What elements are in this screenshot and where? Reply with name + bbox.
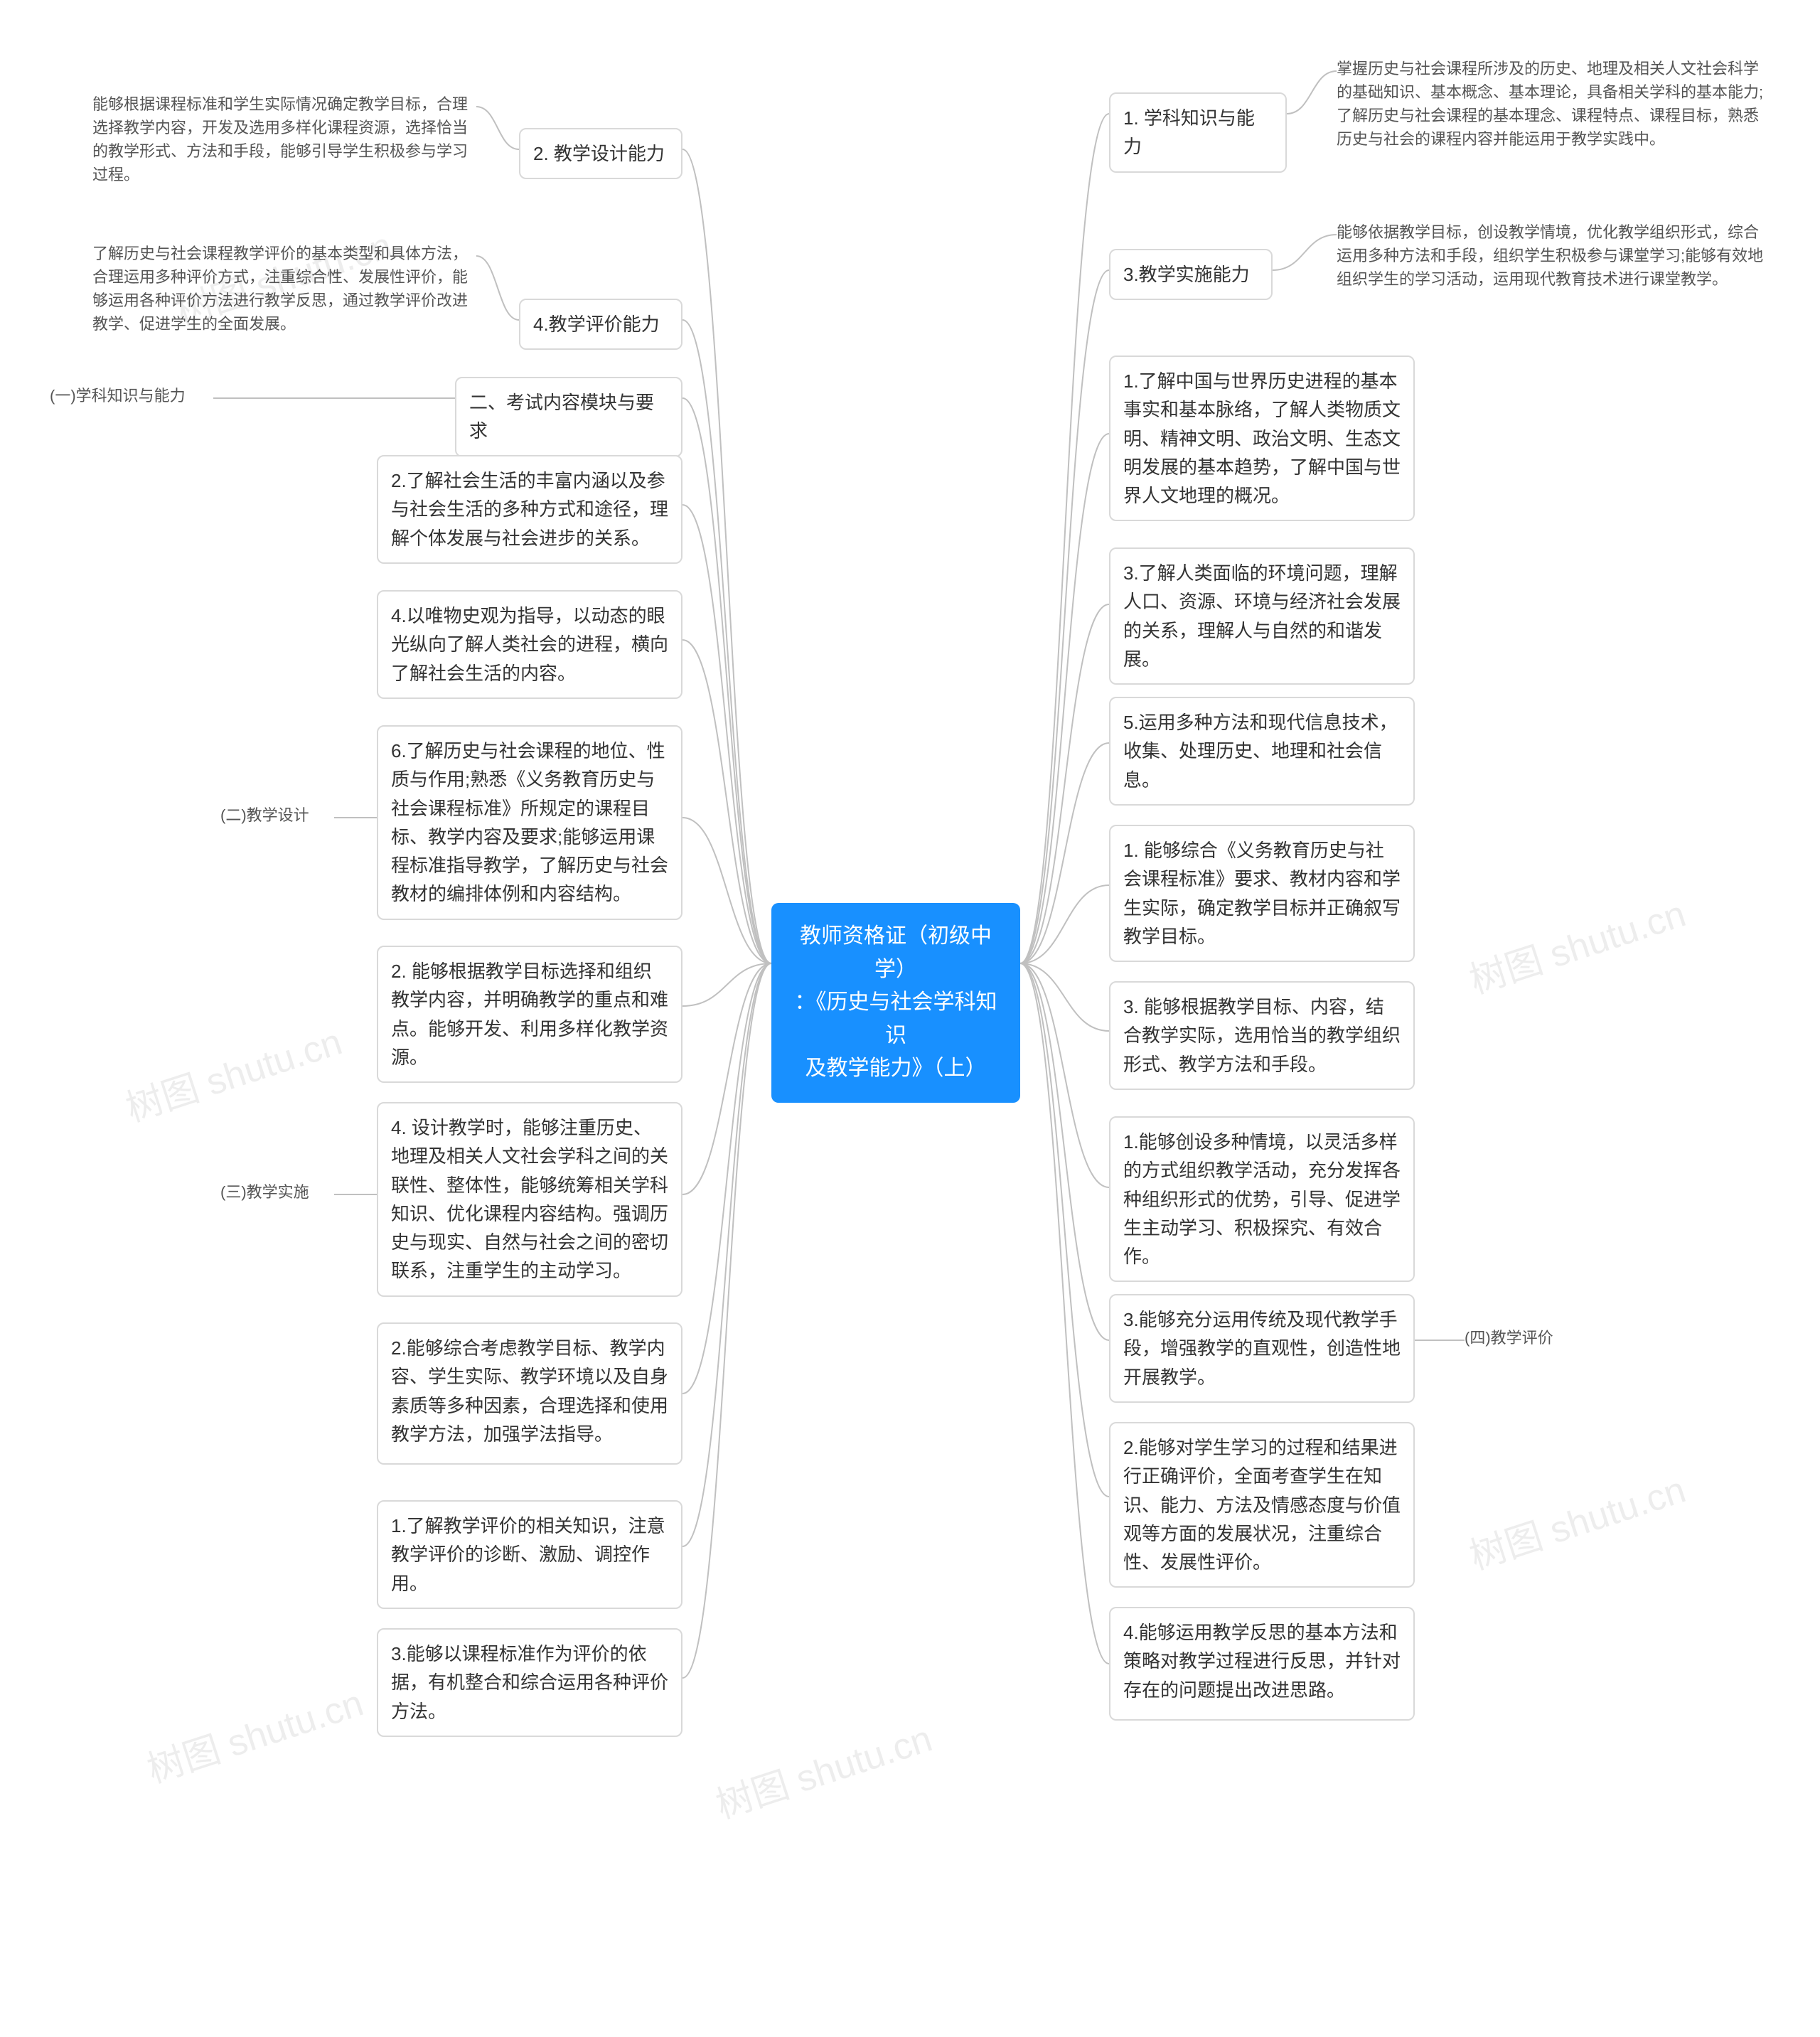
node-text: 二、考试内容模块与要求 xyxy=(469,392,654,442)
node-text: 4.教学评价能力 xyxy=(533,314,660,335)
node-text: 2.能够综合考虑教学目标、教学内容、学生实际、教学环境以及自身素质等多种因素，合… xyxy=(391,1337,668,1445)
watermark: 树图 shutu.cn xyxy=(708,1709,938,1829)
mindmap-node: 1. 学科知识与能力 xyxy=(1109,92,1287,173)
mindmap-node: 6.了解历史与社会课程的地位、性质与作用;熟悉《义务教育历史与社会课程标准》所规… xyxy=(377,725,682,920)
leaf-node: 能够根据课程标准和学生实际情况确定教学目标，合理选择教学内容，开发及选用多样化课… xyxy=(92,92,476,186)
mindmap-node: 5.运用多种方法和现代信息技术，收集、处理历史、地理和社会信息。 xyxy=(1109,697,1415,806)
mindmap-node: 4.以唯物史观为指导，以动态的眼光纵向了解人类社会的进程，横向了解社会生活的内容… xyxy=(377,590,682,699)
node-text: 4.能够运用教学反思的基本方法和策略对教学过程进行反思，并针对存在的问题提出改进… xyxy=(1123,1622,1401,1701)
node-text: 1. 学科知识与能力 xyxy=(1123,107,1255,157)
node-text: 3. 能够根据教学目标、内容，结合教学实际，选用恰当的教学组织形式、教学方法和手… xyxy=(1123,996,1401,1075)
leaf-node: 了解历史与社会课程教学评价的基本类型和具体方法，合理运用多种评价方式，注重综合性… xyxy=(92,242,476,336)
mindmap-node: 3.能够充分运用传统及现代教学手段，增强教学的直观性，创造性地开展教学。 xyxy=(1109,1294,1415,1403)
mindmap-node: 2.能够综合考虑教学目标、教学内容、学生实际、教学环境以及自身素质等多种因素，合… xyxy=(377,1322,682,1465)
mindmap-node: 二、考试内容模块与要求 xyxy=(455,377,682,457)
central-node: 教师资格证（初级中学）：《历史与社会学科知识及教学能力》（上） xyxy=(771,903,1020,1103)
node-text: 5.运用多种方法和现代信息技术，收集、处理历史、地理和社会信息。 xyxy=(1123,712,1398,791)
mindmap-node: 2.了解社会生活的丰富内涵以及参与社会生活的多种方式和途径，理解个体发展与社会进… xyxy=(377,455,682,564)
node-text: 2. 教学设计能力 xyxy=(533,143,665,164)
mindmap-node: 1. 能够综合《义务教育历史与社会课程标准》要求、教材内容和学生实际，确定教学目… xyxy=(1109,825,1415,962)
watermark: 树图 shutu.cn xyxy=(1462,1460,1691,1580)
mindmap-node: 4.能够运用教学反思的基本方法和策略对教学过程进行反思，并针对存在的问题提出改进… xyxy=(1109,1607,1415,1721)
mindmap-node: 1.了解教学评价的相关知识，注意教学评价的诊断、激励、调控作用。 xyxy=(377,1500,682,1609)
leaf-node: 能够依据教学目标，创设教学情境，优化教学组织形式，综合运用多种方法和手段，组织学… xyxy=(1337,220,1770,291)
mindmap-node: 3.了解人类面临的环境问题，理解人口、资源、环境与经济社会发展的关系，理解人与自… xyxy=(1109,547,1415,685)
mindmap-node: 4. 设计教学时，能够注重历史、地理及相关人文社会学科之间的关联性、整体性，能够… xyxy=(377,1102,682,1297)
mindmap-node: 2. 教学设计能力 xyxy=(519,128,682,179)
node-text: 3.了解人类面临的环境问题，理解人口、资源、环境与经济社会发展的关系，理解人与自… xyxy=(1123,562,1401,670)
node-text: 3.教学实施能力 xyxy=(1123,264,1250,285)
watermark: 树图 shutu.cn xyxy=(1462,884,1691,1004)
node-text: 1. 能够综合《义务教育历史与社会课程标准》要求、教材内容和学生实际，确定教学目… xyxy=(1123,840,1401,947)
mindmap-node: 2. 能够根据教学目标选择和组织教学内容，并明确教学的重点和难点。能够开发、利用… xyxy=(377,946,682,1083)
mindmap-node: 1.了解中国与世界历史进程的基本事实和基本脉络，了解人类物质文明、精神文明、政治… xyxy=(1109,355,1415,521)
mindmap-node: 2.能够对学生学习的过程和结果进行正确评价，全面考查学生在知识、能力、方法及情感… xyxy=(1109,1422,1415,1588)
node-text: 1.了解中国与世界历史进程的基本事实和基本脉络，了解人类物质文明、精神文明、政治… xyxy=(1123,370,1401,506)
node-text: 2.能够对学生学习的过程和结果进行正确评价，全面考查学生在知识、能力、方法及情感… xyxy=(1123,1437,1401,1573)
mindmap-node: 4.教学评价能力 xyxy=(519,299,682,350)
mindmap-node: 3.教学实施能力 xyxy=(1109,249,1273,300)
watermark: 树图 shutu.cn xyxy=(118,1012,348,1132)
node-text: 4.以唯物史观为指导，以动态的眼光纵向了解人类社会的进程，横向了解社会生活的内容… xyxy=(391,605,668,684)
node-text: 6.了解历史与社会课程的地位、性质与作用;熟悉《义务教育历史与社会课程标准》所规… xyxy=(391,740,668,904)
node-text: 1.能够创设多种情境，以灵活多样的方式组织教学活动，充分发挥各种组织形式的优势，… xyxy=(1123,1131,1401,1267)
node-text: 2.了解社会生活的丰富内涵以及参与社会生活的多种方式和途径，理解个体发展与社会进… xyxy=(391,470,668,549)
node-text: 3.能够充分运用传统及现代教学手段，增强教学的直观性，创造性地开展教学。 xyxy=(1123,1309,1401,1388)
watermark: 树图 shutu.cn xyxy=(139,1673,369,1793)
node-text: 4. 设计教学时，能够注重历史、地理及相关人文社会学科之间的关联性、整体性，能够… xyxy=(391,1117,668,1281)
leaf-node: (二)教学设计 xyxy=(220,803,334,827)
node-text: 3.能够以课程标准作为评价的依据，有机整合和综合运用各种评价方法。 xyxy=(391,1643,668,1722)
node-text: 2. 能够根据教学目标选择和组织教学内容，并明确教学的重点和难点。能够开发、利用… xyxy=(391,961,668,1068)
mindmap-node: 3.能够以课程标准作为评价的依据，有机整合和综合运用各种评价方法。 xyxy=(377,1628,682,1737)
leaf-node: 掌握历史与社会课程所涉及的历史、地理及相关人文社会科学的基础知识、基本概念、基本… xyxy=(1337,57,1770,151)
leaf-node: (三)教学实施 xyxy=(220,1180,334,1204)
leaf-node: (一)学科知识与能力 xyxy=(50,384,213,407)
mindmap-node: 3. 能够根据教学目标、内容，结合教学实际，选用恰当的教学组织形式、教学方法和手… xyxy=(1109,981,1415,1090)
leaf-node: (四)教学评价 xyxy=(1465,1326,1592,1349)
node-text: 1.了解教学评价的相关知识，注意教学评价的诊断、激励、调控作用。 xyxy=(391,1515,665,1594)
mindmap-node: 1.能够创设多种情境，以灵活多样的方式组织教学活动，充分发挥各种组织形式的优势，… xyxy=(1109,1116,1415,1282)
